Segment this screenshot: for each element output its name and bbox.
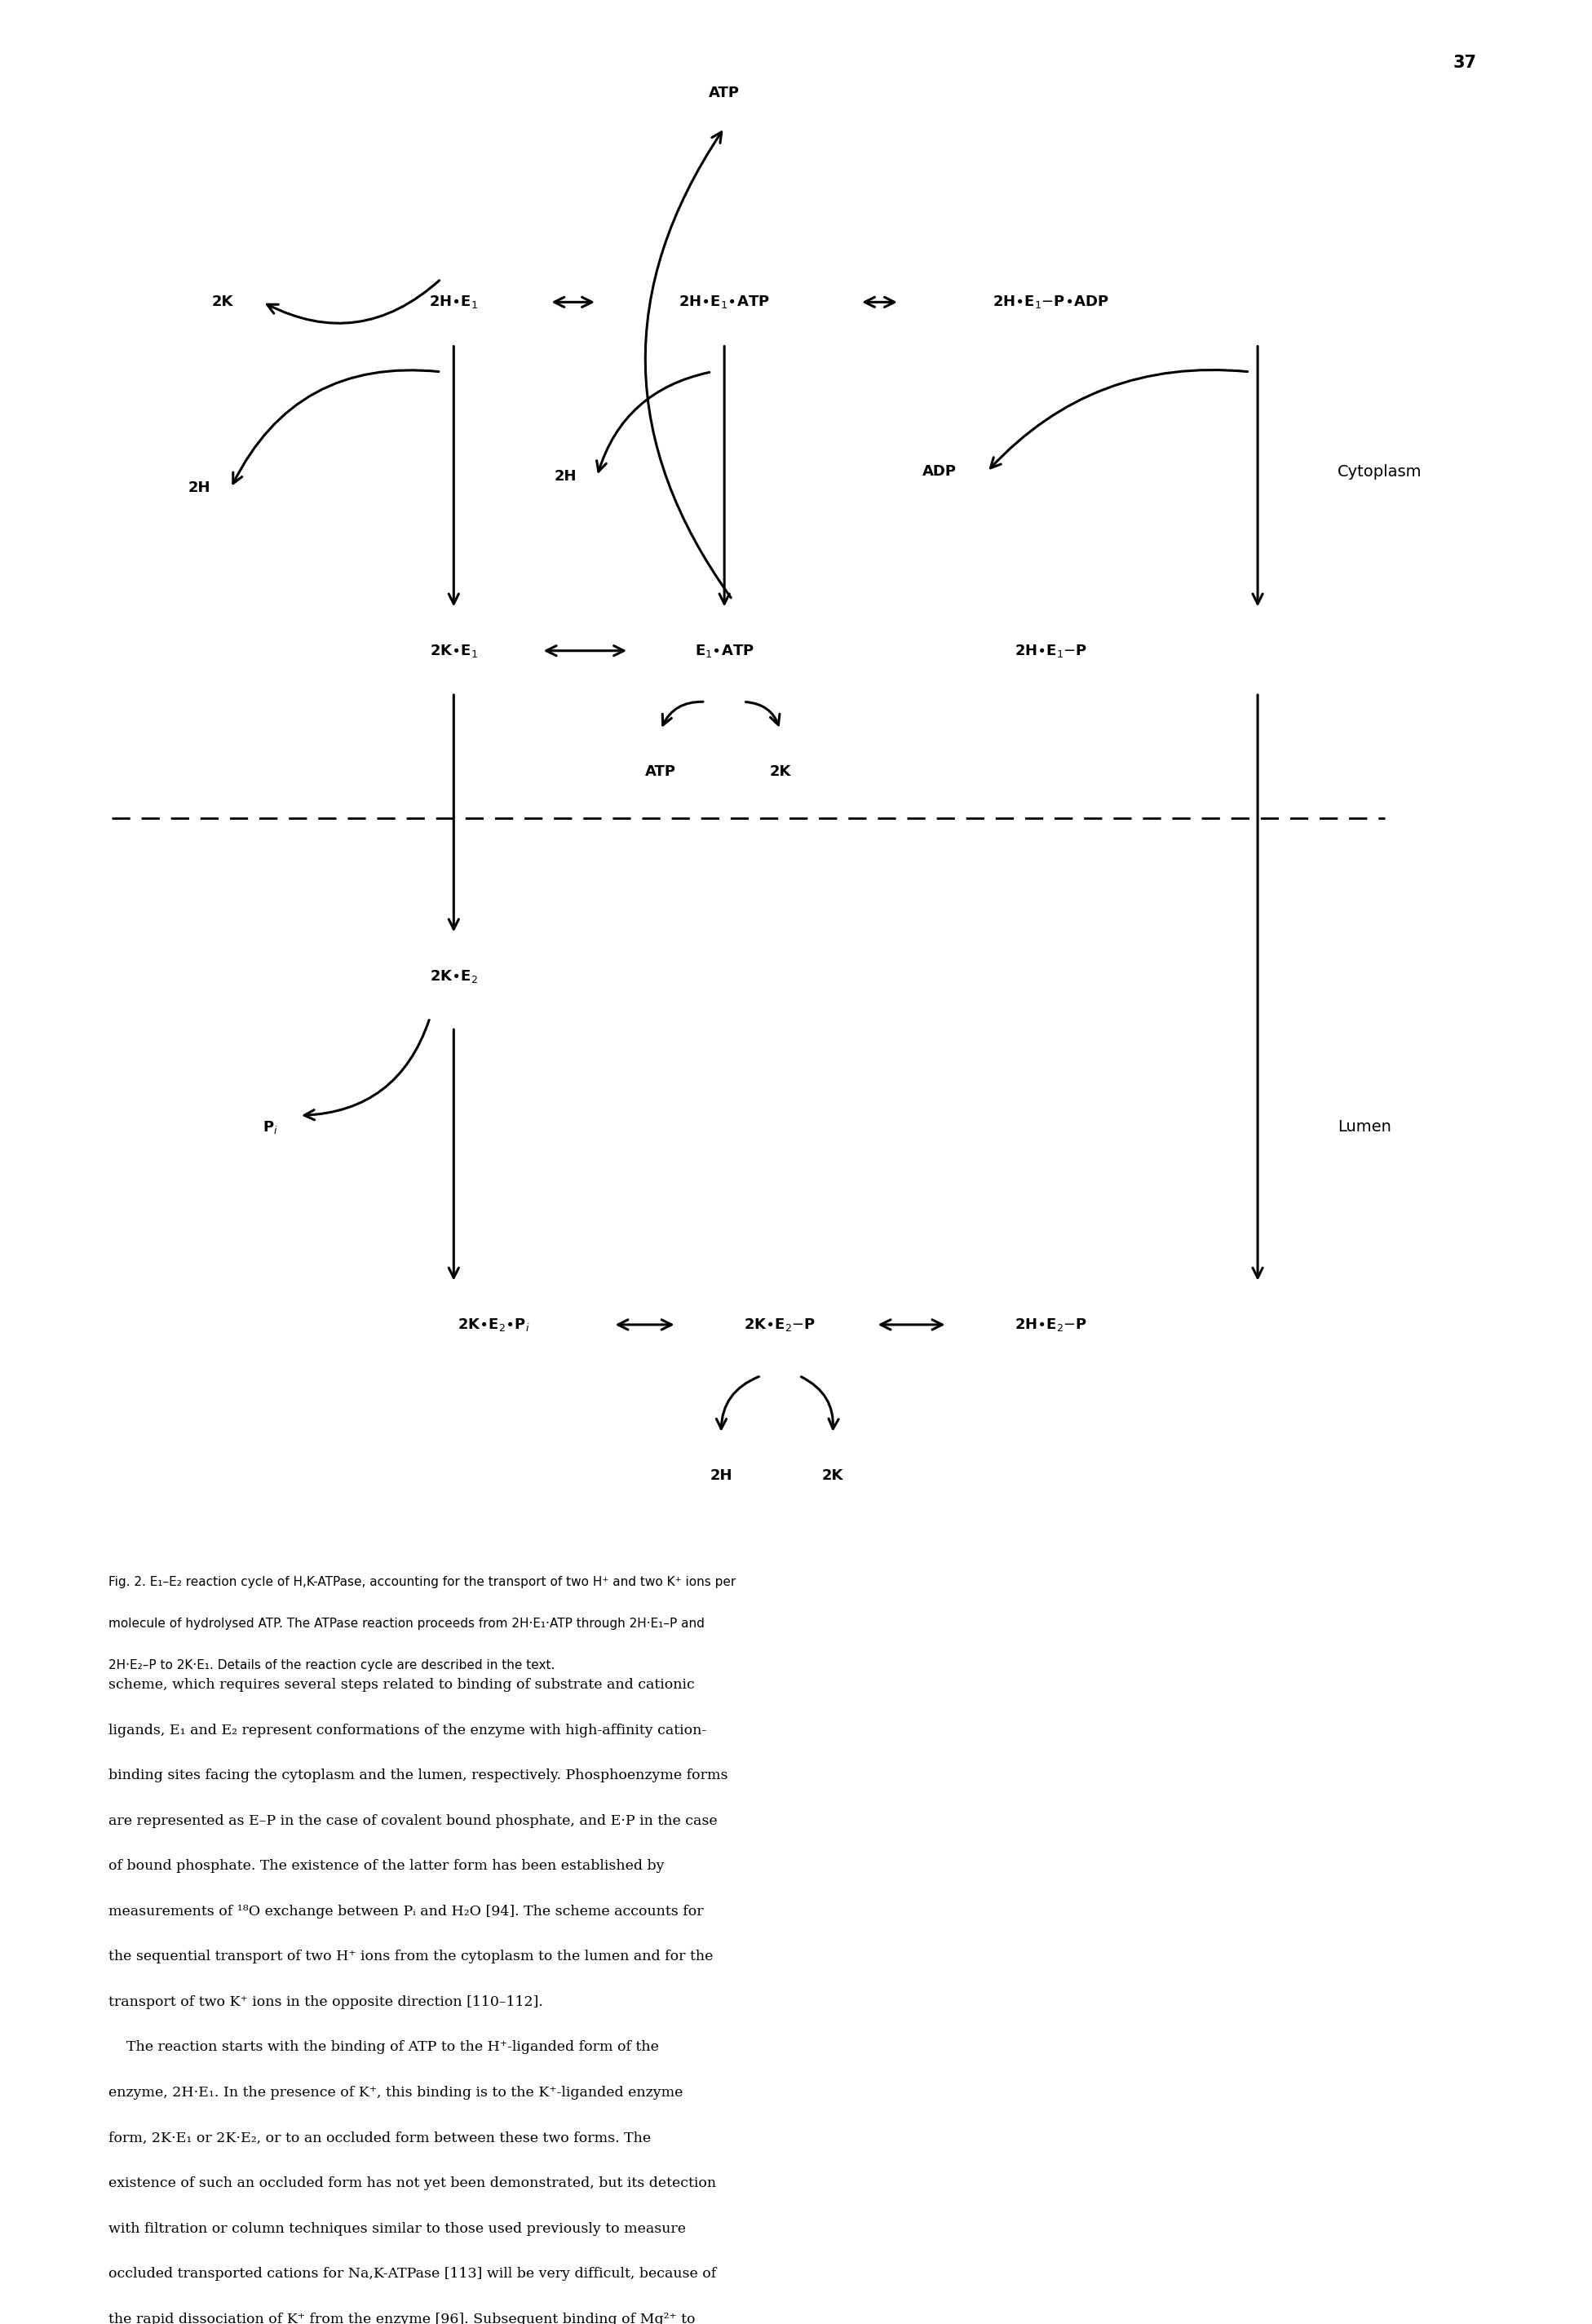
Text: scheme, which requires several steps related to binding of substrate and cationi: scheme, which requires several steps rel… [108, 1678, 694, 1692]
Text: the rapid dissociation of K⁺ from the enzyme [96]. Subsequent binding of Mg²⁺ to: the rapid dissociation of K⁺ from the en… [108, 2312, 696, 2324]
Text: 2H$\bullet$E$_1$$-$P$\bullet$ADP: 2H$\bullet$E$_1$$-$P$\bullet$ADP [992, 293, 1110, 311]
Text: molecule of hydrolysed ATP. The ATPase reaction proceeds from 2H·E₁·ATP through : molecule of hydrolysed ATP. The ATPase r… [108, 1618, 704, 1629]
Text: form, 2K·E₁ or 2K·E₂, or to an occluded form between these two forms. The: form, 2K·E₁ or 2K·E₂, or to an occluded … [108, 2131, 651, 2145]
Text: 2K$\bullet$E$_2$: 2K$\bullet$E$_2$ [430, 967, 478, 985]
Text: Lumen: Lumen [1337, 1120, 1391, 1134]
Text: 2K$\bullet$E$_1$: 2K$\bullet$E$_1$ [430, 641, 478, 660]
Text: 2H: 2H [554, 469, 576, 483]
Text: 2H$\bullet$E$_2$$-$P: 2H$\bullet$E$_2$$-$P [1014, 1315, 1087, 1334]
Text: existence of such an occluded form has not yet been demonstrated, but its detect: existence of such an occluded form has n… [108, 2175, 716, 2189]
Text: ATP: ATP [645, 765, 677, 779]
Text: 2K: 2K [821, 1469, 844, 1483]
Text: 37: 37 [1453, 53, 1476, 72]
Text: ADP: ADP [922, 465, 957, 479]
Text: ATP: ATP [708, 86, 740, 100]
Text: Fig. 2. E₁–E₂ reaction cycle of H,K-ATPase, accounting for the transport of two : Fig. 2. E₁–E₂ reaction cycle of H,K-ATPa… [108, 1576, 736, 1587]
Text: 2H$\bullet$E$_1$$-$P: 2H$\bullet$E$_1$$-$P [1014, 641, 1087, 660]
Text: 2K: 2K [769, 765, 791, 779]
Text: The reaction starts with the binding of ATP to the H⁺-liganded form of the: The reaction starts with the binding of … [108, 2040, 659, 2054]
Text: ligands, E₁ and E₂ represent conformations of the enzyme with high-affinity cati: ligands, E₁ and E₂ represent conformatio… [108, 1724, 707, 1736]
Text: Cytoplasm: Cytoplasm [1337, 465, 1422, 479]
Text: with filtration or column techniques similar to those used previously to measure: with filtration or column techniques sim… [108, 2222, 686, 2236]
Text: of bound phosphate. The existence of the latter form has been established by: of bound phosphate. The existence of the… [108, 1859, 664, 1873]
Text: 2H$\bullet$E$_1$: 2H$\bullet$E$_1$ [430, 293, 478, 311]
Text: measurements of ¹⁸O exchange between Pᵢ and H₂O [94]. The scheme accounts for: measurements of ¹⁸O exchange between Pᵢ … [108, 1906, 704, 1917]
Text: 2H$\bullet$E$_1$$\bullet$ATP: 2H$\bullet$E$_1$$\bullet$ATP [678, 293, 771, 311]
Text: binding sites facing the cytoplasm and the lumen, respectively. Phosphoenzyme fo: binding sites facing the cytoplasm and t… [108, 1769, 728, 1783]
Text: 2H: 2H [710, 1469, 732, 1483]
Text: enzyme, 2H·E₁. In the presence of K⁺, this binding is to the K⁺-liganded enzyme: enzyme, 2H·E₁. In the presence of K⁺, th… [108, 2087, 683, 2099]
Text: are represented as E–P in the case of covalent bound phosphate, and E·P in the c: are represented as E–P in the case of co… [108, 1813, 716, 1827]
Text: 2K$\bullet$E$_2$$-$P: 2K$\bullet$E$_2$$-$P [743, 1315, 817, 1334]
Text: 2H: 2H [188, 481, 210, 495]
Text: E$_1$$\bullet$ATP: E$_1$$\bullet$ATP [694, 641, 755, 660]
Text: 2K$\bullet$E$_2$$\bullet$P$_i$: 2K$\bullet$E$_2$$\bullet$P$_i$ [457, 1315, 530, 1334]
Text: P$_i$: P$_i$ [263, 1118, 279, 1136]
Text: occluded transported cations for Na,K-ATPase [113] will be very difficult, becau: occluded transported cations for Na,K-AT… [108, 2268, 716, 2280]
Text: the sequential transport of two H⁺ ions from the cytoplasm to the lumen and for : the sequential transport of two H⁺ ions … [108, 1950, 713, 1964]
Text: transport of two K⁺ ions in the opposite direction [110–112].: transport of two K⁺ ions in the opposite… [108, 1994, 543, 2008]
Text: 2H·E₂–P to 2K·E₁. Details of the reaction cycle are described in the text.: 2H·E₂–P to 2K·E₁. Details of the reactio… [108, 1659, 554, 1671]
Text: 2K: 2K [212, 295, 234, 309]
